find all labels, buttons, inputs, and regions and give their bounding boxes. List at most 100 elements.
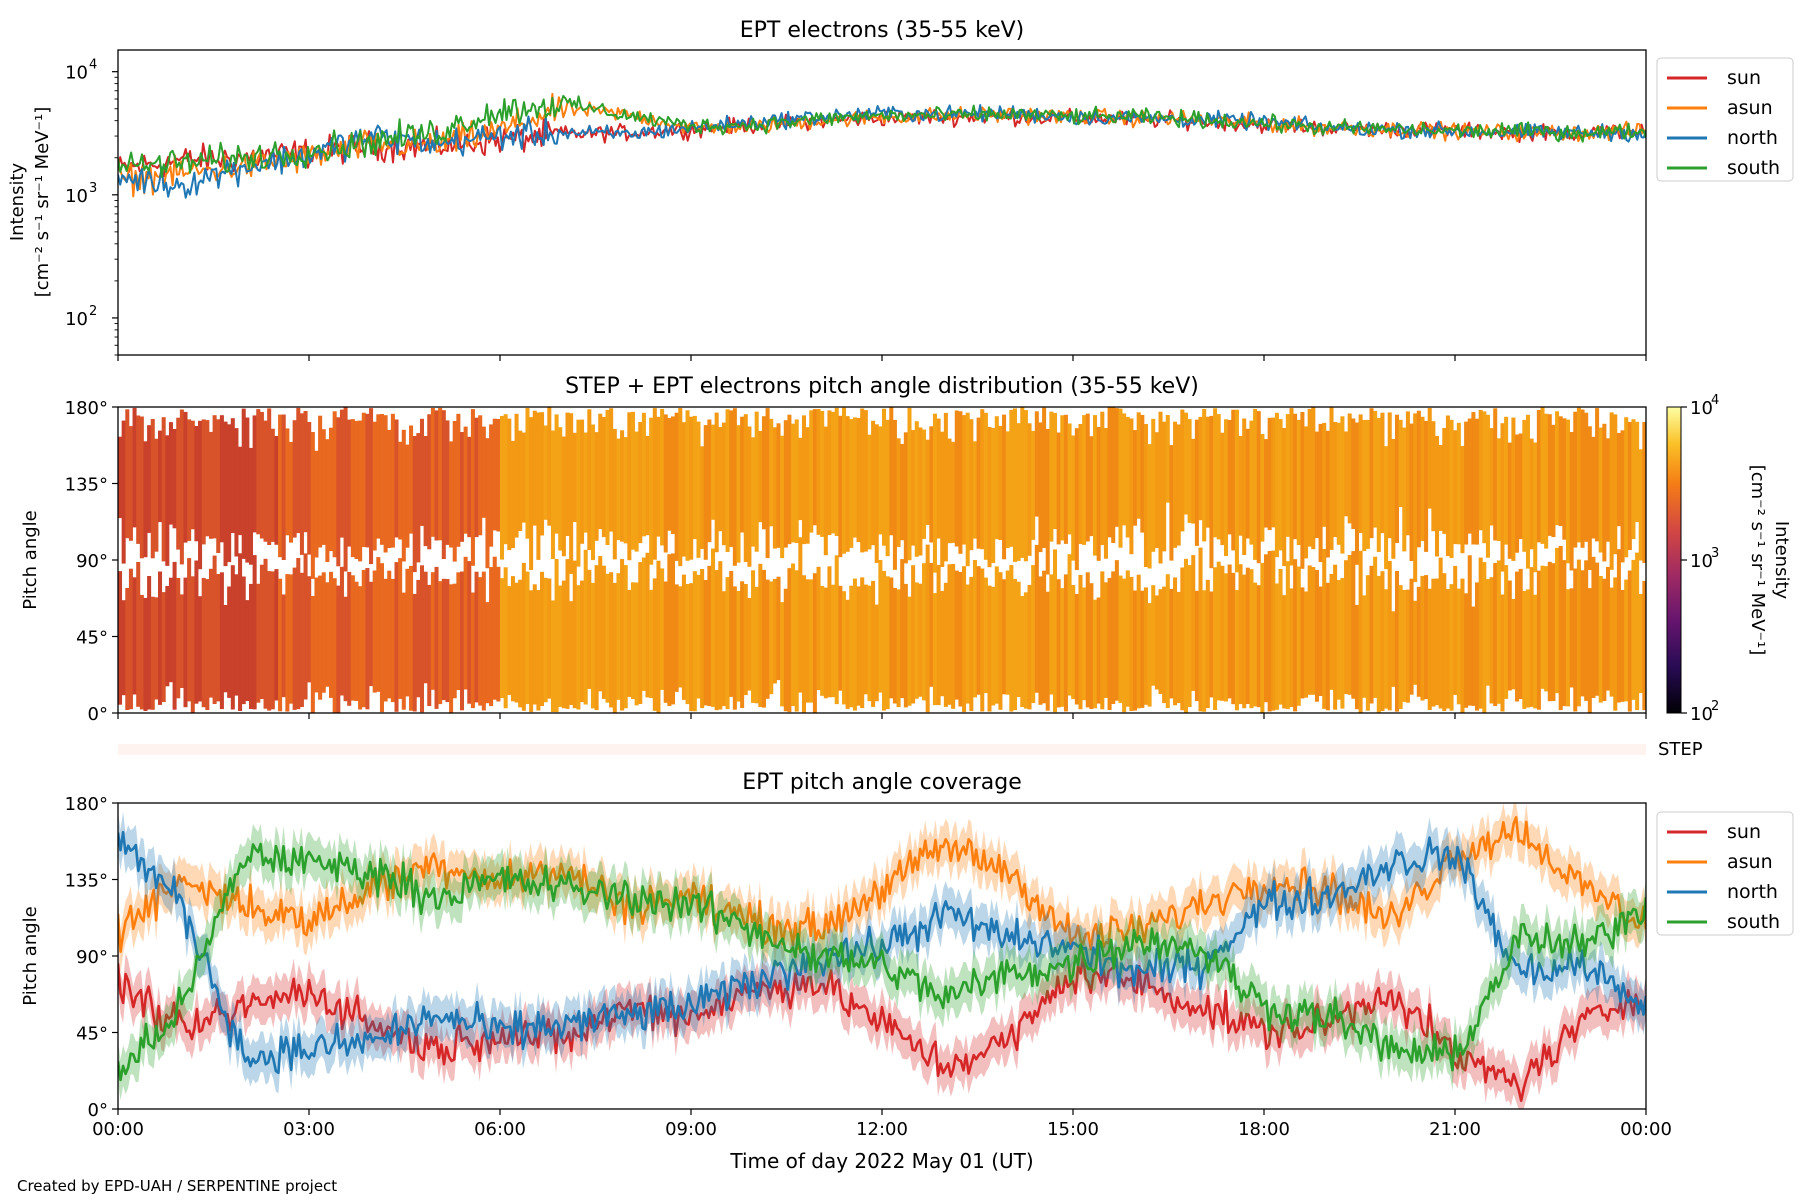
heatmap-cell: [871, 580, 876, 707]
heatmap-cell: [136, 415, 141, 544]
series-sun-band: [118, 935, 1646, 1109]
heatmap-cell: [376, 414, 381, 539]
heatmap-cell: [1394, 414, 1400, 543]
heatmap-cell: [587, 409, 592, 550]
heatmap-cell: [1289, 408, 1294, 566]
heatmap-cell: [1500, 594, 1505, 712]
heatmap-cell: [809, 410, 814, 533]
heatmap-cell: [922, 429, 927, 539]
heatmap-cell: [816, 409, 821, 535]
heatmap-cell: [288, 441, 294, 543]
heatmap-cell: [158, 430, 163, 523]
heatmap-cell: [1227, 564, 1232, 699]
heatmap-cell: [761, 416, 766, 530]
pitch-angle-coverage-panel: EPT pitch angle coverage 00:00 03:00 06:00…: [20, 770, 1794, 1140]
heatmap-cell: [1060, 415, 1065, 541]
heatmap-cell: [1369, 565, 1374, 704]
heatmap-cell: [1213, 408, 1218, 538]
heatmap-cell: [1151, 418, 1156, 552]
heatmap-cell: [1616, 549, 1621, 703]
heatmap-cell: [583, 549, 588, 705]
heatmap-cell: [1074, 428, 1079, 570]
heatmap-cell: [882, 570, 887, 711]
heatmap-cell: [1547, 414, 1552, 536]
heatmap-cell: [820, 585, 825, 696]
heatmap-cell: [201, 419, 206, 545]
heatmap-cell: [1213, 567, 1218, 710]
heatmap-cell: [332, 411, 337, 558]
heatmap-cell: [1267, 551, 1272, 712]
heatmap-cell: [914, 421, 919, 557]
series-south-line: [118, 842, 1646, 1082]
heatmap-cell: [965, 584, 970, 704]
heatmap-cell: [1045, 428, 1050, 575]
heatmap-cell: [1475, 582, 1480, 711]
heatmap-cell: [805, 427, 810, 544]
heatmap-cell: [783, 420, 788, 548]
heatmap-cell: [991, 428, 996, 563]
heatmap-cell: [1205, 416, 1210, 528]
heatmap-cell: [118, 436, 123, 519]
heatmap-cell: [256, 409, 261, 535]
heatmap-cell: [754, 586, 759, 704]
heatmap-cell: [656, 560, 661, 713]
colorbar-label-line2: [cm⁻² s⁻¹ sr⁻¹ MeV⁻¹]: [1747, 465, 1768, 656]
heatmap-cell: [365, 568, 370, 710]
heatmap-cell: [907, 407, 912, 561]
heatmap-cell: [347, 419, 352, 547]
heatmap-cell: [845, 416, 850, 552]
pitch-angle-distribution-panel: STEP + EPT electrons pitch angle distrib…: [20, 374, 1792, 725]
heatmap-cell: [412, 436, 417, 573]
heatmap-cell: [856, 586, 861, 706]
heatmap-cell: [896, 438, 901, 547]
heatmap-cell: [1042, 570, 1047, 704]
heatmap-cell: [1413, 413, 1418, 583]
heatmap-cell: [1424, 420, 1429, 552]
colorbar-tick-exponent: 4: [1711, 393, 1719, 408]
heatmap-cell: [1140, 414, 1145, 533]
heatmap-cell: [892, 587, 897, 704]
heatmap-cell: [791, 563, 796, 706]
heatmap-cell: [634, 431, 639, 552]
heatmap-cell: [1063, 414, 1068, 544]
heatmap-cell: [1365, 419, 1370, 549]
heatmap-cell: [554, 559, 559, 713]
heatmap-cell: [641, 412, 646, 537]
heatmap-cell: [1489, 428, 1494, 526]
heatmap-cell: [336, 417, 341, 567]
heatmap-cell: [721, 422, 726, 546]
heatmap-cell: [812, 409, 817, 526]
heatmap-cell: [1009, 409, 1014, 547]
heatmap-cell: [823, 587, 828, 699]
heatmap-cell: [1169, 588, 1174, 699]
heatmap-cell: [299, 413, 304, 555]
heatmap-cell: [627, 412, 632, 561]
heatmap-cell: [1391, 439, 1396, 559]
heatmap-cell: [1107, 407, 1112, 538]
heatmap-cell: [954, 410, 959, 547]
heatmap-cell: [1318, 423, 1323, 563]
legend-north-label: north: [1727, 127, 1778, 149]
heatmap-cell: [1507, 442, 1512, 559]
heatmap-cell: [834, 407, 839, 536]
heatmap-cell: [630, 582, 636, 699]
y-tick-exponent: 4: [89, 58, 97, 73]
heatmap-cell: [787, 414, 792, 545]
heatmap-cell: [1245, 567, 1250, 704]
heatmap-cell: [1464, 593, 1469, 708]
heatmap-cell: [652, 408, 657, 560]
heatmap-cell: [1627, 570, 1632, 712]
heatmap-cell: [1380, 571, 1385, 711]
heatmap-cell: [205, 420, 210, 537]
heatmap-cell: [190, 420, 195, 530]
heatmap-cell: [707, 419, 712, 543]
heatmap-cell: [510, 440, 515, 549]
heatmap-cell: [1613, 414, 1618, 555]
heatmap-cell: [1591, 556, 1596, 698]
heatmap-cell: [1103, 582, 1108, 698]
heatmap-cell: [201, 577, 206, 708]
heatmap-cell: [1038, 576, 1043, 705]
heatmap-cell: [540, 412, 545, 536]
y-tick-label: 90°: [76, 947, 108, 968]
heatmap-cell: [1067, 554, 1072, 696]
